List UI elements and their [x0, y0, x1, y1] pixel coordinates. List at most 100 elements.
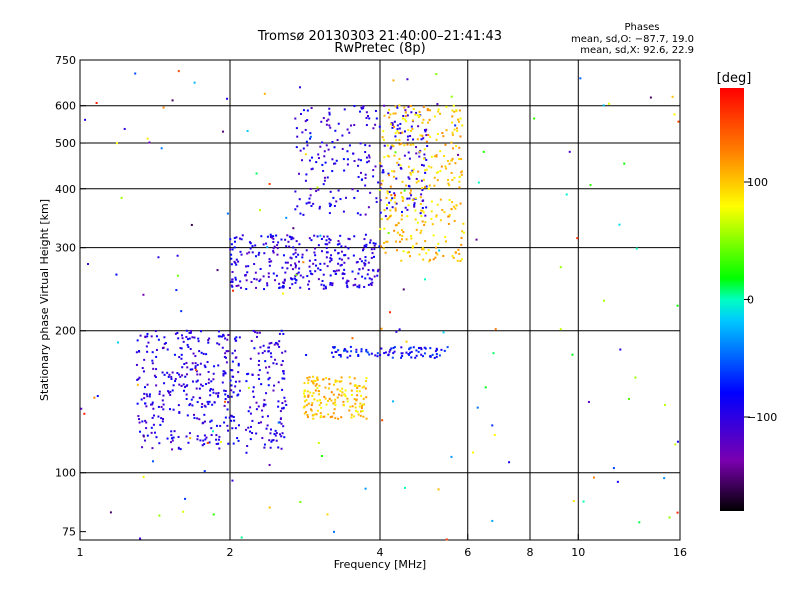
data-point	[373, 275, 376, 278]
data-point	[138, 421, 141, 424]
data-point	[238, 237, 241, 240]
noise-point	[559, 328, 562, 331]
data-point	[256, 331, 259, 334]
data-point	[323, 155, 326, 158]
data-point	[426, 108, 429, 111]
data-point	[198, 350, 201, 353]
data-point	[424, 171, 427, 174]
data-point	[321, 141, 324, 144]
data-point	[312, 417, 315, 420]
data-point	[337, 262, 340, 265]
noise-point	[180, 310, 183, 313]
data-point	[451, 157, 454, 160]
data-point	[333, 401, 336, 404]
data-point	[136, 378, 139, 381]
data-point	[389, 209, 392, 212]
data-point	[171, 389, 174, 392]
data-point	[284, 271, 287, 274]
data-point	[391, 126, 394, 129]
data-point	[370, 278, 373, 281]
data-point	[283, 279, 286, 282]
data-point	[360, 159, 363, 162]
data-point	[310, 380, 313, 383]
data-point	[437, 242, 440, 245]
data-point	[227, 334, 230, 337]
data-point	[319, 401, 322, 404]
data-point	[268, 346, 271, 349]
noise-point	[177, 70, 180, 73]
data-point	[459, 202, 462, 205]
data-point	[255, 432, 258, 435]
data-point	[329, 274, 332, 277]
x-tick-label: 6	[464, 546, 471, 559]
data-point	[161, 371, 164, 374]
grid-lines	[80, 60, 680, 540]
data-point	[400, 238, 403, 241]
data-point	[299, 149, 302, 152]
data-point	[314, 264, 317, 267]
data-point	[219, 424, 222, 427]
data-point	[332, 196, 335, 199]
data-point	[239, 286, 242, 289]
data-point	[344, 395, 347, 398]
data-point	[334, 162, 337, 165]
data-point	[268, 439, 271, 442]
data-point	[167, 390, 170, 393]
data-point	[382, 138, 385, 141]
data-point	[257, 253, 260, 256]
data-point	[292, 237, 295, 240]
data-point	[384, 251, 387, 254]
data-point	[330, 203, 333, 206]
data-point	[335, 200, 338, 203]
noise-point	[559, 266, 562, 269]
data-point	[370, 352, 373, 355]
data-point	[443, 349, 446, 352]
data-point	[386, 144, 389, 147]
data-point	[299, 112, 302, 115]
data-point	[414, 356, 417, 359]
data-point	[379, 228, 382, 231]
data-point	[433, 115, 436, 118]
data-point	[340, 394, 343, 397]
noise-point	[304, 153, 307, 156]
data-point	[389, 113, 392, 116]
data-point	[249, 412, 252, 415]
data-point	[462, 222, 465, 225]
data-point	[365, 417, 368, 420]
noise-point	[96, 395, 99, 398]
data-point	[333, 146, 336, 149]
data-point	[328, 383, 331, 386]
noise-point	[245, 451, 248, 454]
data-point	[423, 186, 426, 189]
data-point	[399, 240, 402, 243]
data-point	[227, 396, 230, 399]
data-point	[217, 391, 220, 394]
data-point	[157, 415, 160, 418]
data-point	[158, 442, 161, 445]
noise-point	[193, 81, 196, 84]
data-point	[424, 240, 427, 243]
data-point	[276, 244, 279, 247]
data-point	[458, 180, 461, 183]
noise-point	[95, 102, 98, 105]
data-point	[295, 240, 298, 243]
data-point	[272, 389, 275, 392]
data-point	[315, 413, 318, 416]
data-point	[258, 377, 261, 380]
data-point	[431, 353, 434, 356]
data-point	[192, 352, 195, 355]
data-point	[419, 134, 422, 137]
data-point	[408, 177, 411, 180]
noise-point	[83, 412, 86, 415]
data-point	[272, 235, 275, 238]
data-point	[309, 272, 312, 275]
noise-point	[240, 536, 243, 539]
data-point	[437, 110, 440, 113]
data-point	[229, 248, 232, 251]
data-point	[361, 386, 364, 389]
noise-point	[508, 461, 511, 464]
data-point	[383, 352, 386, 355]
data-point	[208, 337, 211, 340]
noise-point	[302, 261, 305, 264]
data-point	[289, 264, 292, 267]
